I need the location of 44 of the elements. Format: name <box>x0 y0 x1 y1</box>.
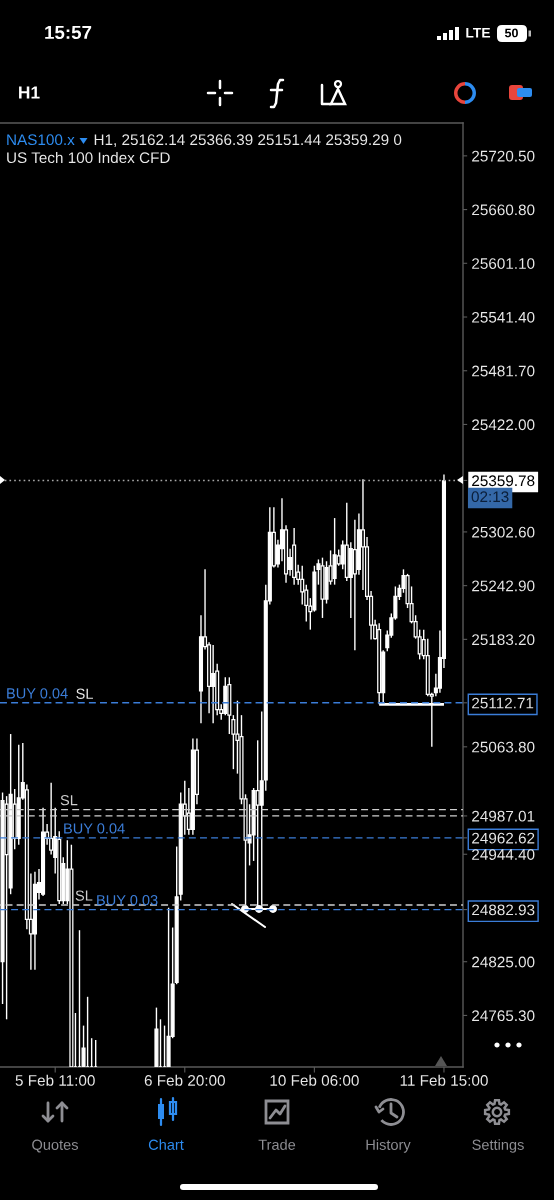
x-tick-label: 6 Feb 20:00 <box>144 1074 225 1086</box>
y-tick-label: 25112.71 <box>472 697 534 709</box>
text: Trade <box>258 1139 296 1150</box>
y-tick-label: 24882.93 <box>472 904 535 916</box>
y-tick-label: 25601.10 <box>472 258 535 269</box>
y-tick-label: 24987.01 <box>472 810 535 822</box>
candlestick <box>49 781 54 856</box>
ref-line-label: BUY 0.04 <box>64 823 125 834</box>
y-tick-label: 24962.62 <box>472 832 535 844</box>
text: History <box>366 1139 411 1153</box>
x-tick-label: 5 Feb 11:00 <box>15 1074 95 1086</box>
annotation: US Tech 100 Index CFD <box>7 151 170 164</box>
y-tick-label: 25183.20 <box>472 634 535 646</box>
y-tick-label: 25660.80 <box>472 204 535 216</box>
y-tick-label: 25302.60 <box>472 526 535 538</box>
y-tick-label: 25422.00 <box>472 419 535 431</box>
text: H1, 25162.14 25366.39 25151.44 25359.29 0 <box>94 134 402 147</box>
y-tick-label: 24944.40 <box>472 849 535 860</box>
y-tick-label: 25481.70 <box>472 365 535 377</box>
text: 02:13 <box>471 491 509 503</box>
y-tick-label: 24765.30 <box>472 1010 535 1022</box>
text: Settings <box>472 1139 524 1153</box>
text: LTE <box>466 28 491 38</box>
candlestick <box>300 565 305 606</box>
x-tick-label: 11 Feb 15:00 <box>400 1074 488 1086</box>
y-tick-label: 25063.80 <box>472 741 535 753</box>
annotation: SL <box>76 688 93 699</box>
candlestick <box>332 517 337 586</box>
ref-line-label: BUY 0.03 <box>97 894 158 906</box>
y-tick-label: 25359.78 <box>472 475 535 487</box>
x-tick-label: 10 Feb 06:00 <box>270 1074 359 1086</box>
text: 15:57 <box>45 25 92 40</box>
ref-line-label: SL <box>75 890 93 901</box>
ref-line-label: SL <box>60 795 78 806</box>
y-tick-label: 25541.40 <box>472 311 535 323</box>
y-tick-label: 25242.90 <box>472 580 535 592</box>
y-tick-label: 25720.50 <box>472 150 535 162</box>
ref-line-label: BUY 0.04 <box>7 688 68 699</box>
text: H1 <box>19 86 40 99</box>
text: Quotes <box>32 1139 78 1153</box>
text: 50 <box>504 28 518 38</box>
text: Chart <box>148 1139 184 1150</box>
text: NAS100.x <box>7 134 75 146</box>
y-tick-label: 24825.00 <box>472 956 535 968</box>
